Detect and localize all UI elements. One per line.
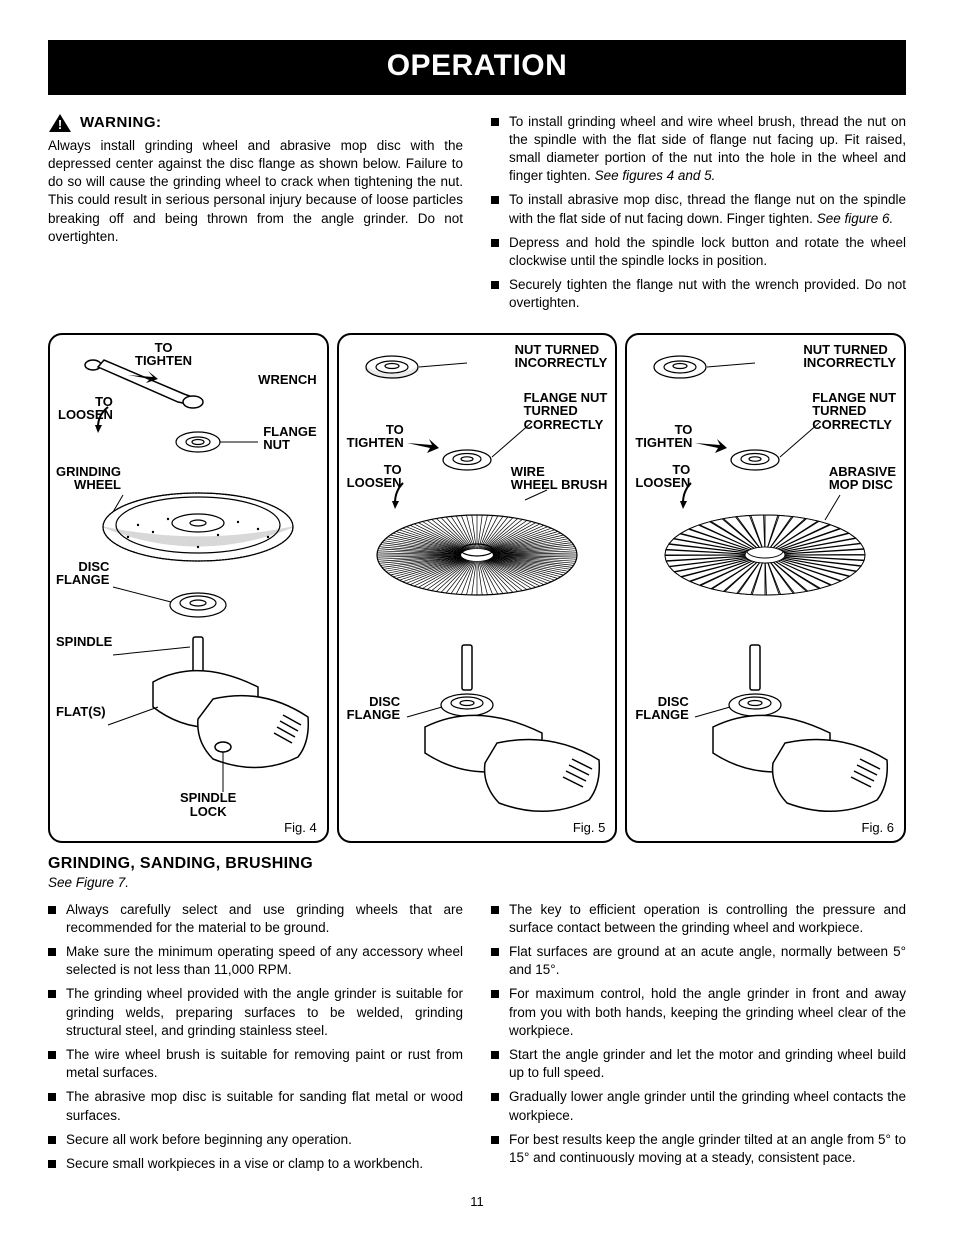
section2-heading: GRINDING, SANDING, BRUSHING [48, 853, 906, 875]
see-reference: See figures 4 and 5. [595, 168, 716, 183]
page-number: 11 [48, 1193, 906, 1211]
warning-col: ! WARNING: Always install grinding wheel… [48, 113, 463, 319]
tip-item: The grinding wheel provided with the ang… [48, 985, 463, 1040]
tip-item: Flat surfaces are ground at an acute ang… [491, 943, 906, 979]
tip-item: Start the angle grinder and let the moto… [491, 1046, 906, 1082]
tip-item: Make sure the minimum operating speed of… [48, 943, 463, 979]
install-step: Depress and hold the spindle lock button… [491, 234, 906, 270]
tip-item: For maximum control, hold the angle grin… [491, 985, 906, 1040]
tip-item: Secure small workpieces in a vise or cla… [48, 1155, 463, 1173]
tip-item: The wire wheel brush is suitable for rem… [48, 1046, 463, 1082]
tip-item: For best results keep the angle grinder … [491, 1131, 906, 1167]
svg-text:!: ! [58, 117, 62, 132]
section-banner: OPERATION [48, 40, 906, 95]
warning-label: WARNING: [80, 113, 162, 133]
top-columns: ! WARNING: Always install grinding wheel… [48, 113, 906, 319]
figure-4: TOTIGHTEN TOLOOSEN WRENCH FLANGENUT GRIN… [48, 333, 329, 843]
grinding-tips-right: The key to efficient operation is contro… [491, 901, 906, 1168]
fig5-illustration [347, 345, 607, 825]
bottom-right-col: The key to efficient operation is contro… [491, 901, 906, 1180]
section2-see: See Figure 7. [48, 874, 906, 892]
figure-6: NUT TURNEDINCORRECTLY FLANGE NUTTURNEDCO… [625, 333, 906, 843]
install-steps-list: To install grinding wheel and wire wheel… [491, 113, 906, 313]
fig6-illustration [635, 345, 895, 825]
tip-item: Gradually lower angle grinder until the … [491, 1088, 906, 1124]
fig4-label: Fig. 4 [284, 821, 317, 835]
bottom-columns: Always carefully select and use grinding… [48, 901, 906, 1180]
figures-row: TOTIGHTEN TOLOOSEN WRENCH FLANGENUT GRIN… [48, 333, 906, 843]
install-step: Securely tighten the flange nut with the… [491, 276, 906, 312]
warning-icon: ! [48, 113, 72, 133]
warning-body: Always install grinding wheel and abrasi… [48, 137, 463, 246]
tip-item: The key to efficient operation is contro… [491, 901, 906, 937]
figure-5: NUT TURNEDINCORRECTLY FLANGE NUTTURNEDCO… [337, 333, 618, 843]
install-steps-col: To install grinding wheel and wire wheel… [491, 113, 906, 319]
install-step: To install abrasive mop disc, thread the… [491, 191, 906, 227]
fig4-illustration [58, 347, 318, 817]
grinding-tips-left: Always carefully select and use grinding… [48, 901, 463, 1174]
see-reference: See figure 6. [817, 211, 894, 226]
tip-item: Always carefully select and use grinding… [48, 901, 463, 937]
tip-item: The abrasive mop disc is suitable for sa… [48, 1088, 463, 1124]
bottom-left-col: Always carefully select and use grinding… [48, 901, 463, 1180]
install-step: To install grinding wheel and wire wheel… [491, 113, 906, 186]
tip-item: Secure all work before beginning any ope… [48, 1131, 463, 1149]
